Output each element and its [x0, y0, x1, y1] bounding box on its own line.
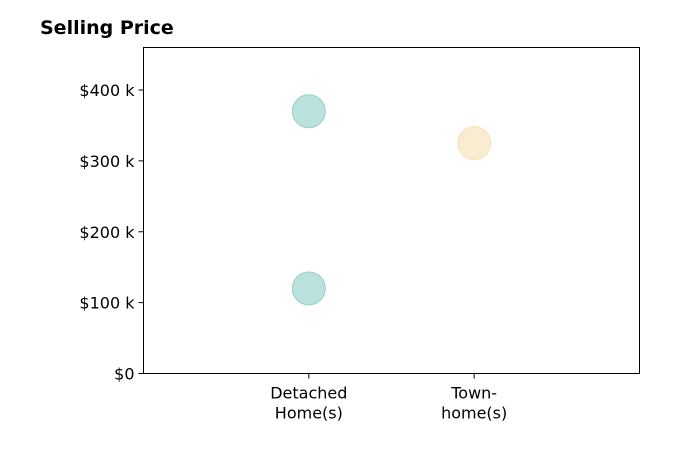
x-tick-label: Detached: [270, 384, 347, 403]
y-tick-label: $300 k: [79, 152, 135, 171]
axes: [138, 47, 640, 379]
plot-frame: [143, 47, 640, 374]
tick-labels: $0 $100 k $200 k $300 k $400 k DetachedHome(s…: [79, 81, 507, 422]
x-tick-label: Home(s): [275, 404, 343, 423]
x-tick-label: home(s): [441, 404, 507, 423]
data-point: [291, 94, 326, 129]
x-tick-label: Town-: [450, 384, 497, 403]
chart-title: Selling Price: [40, 17, 174, 39]
y-tick-label: $200 k: [79, 223, 135, 242]
data-point: [291, 271, 326, 306]
y-tick-label: $400 k: [79, 81, 135, 100]
data-points: [291, 94, 492, 306]
data-point: [457, 126, 492, 161]
y-tick-label: $0: [114, 365, 134, 384]
y-tick-label: $100 k: [79, 294, 135, 313]
